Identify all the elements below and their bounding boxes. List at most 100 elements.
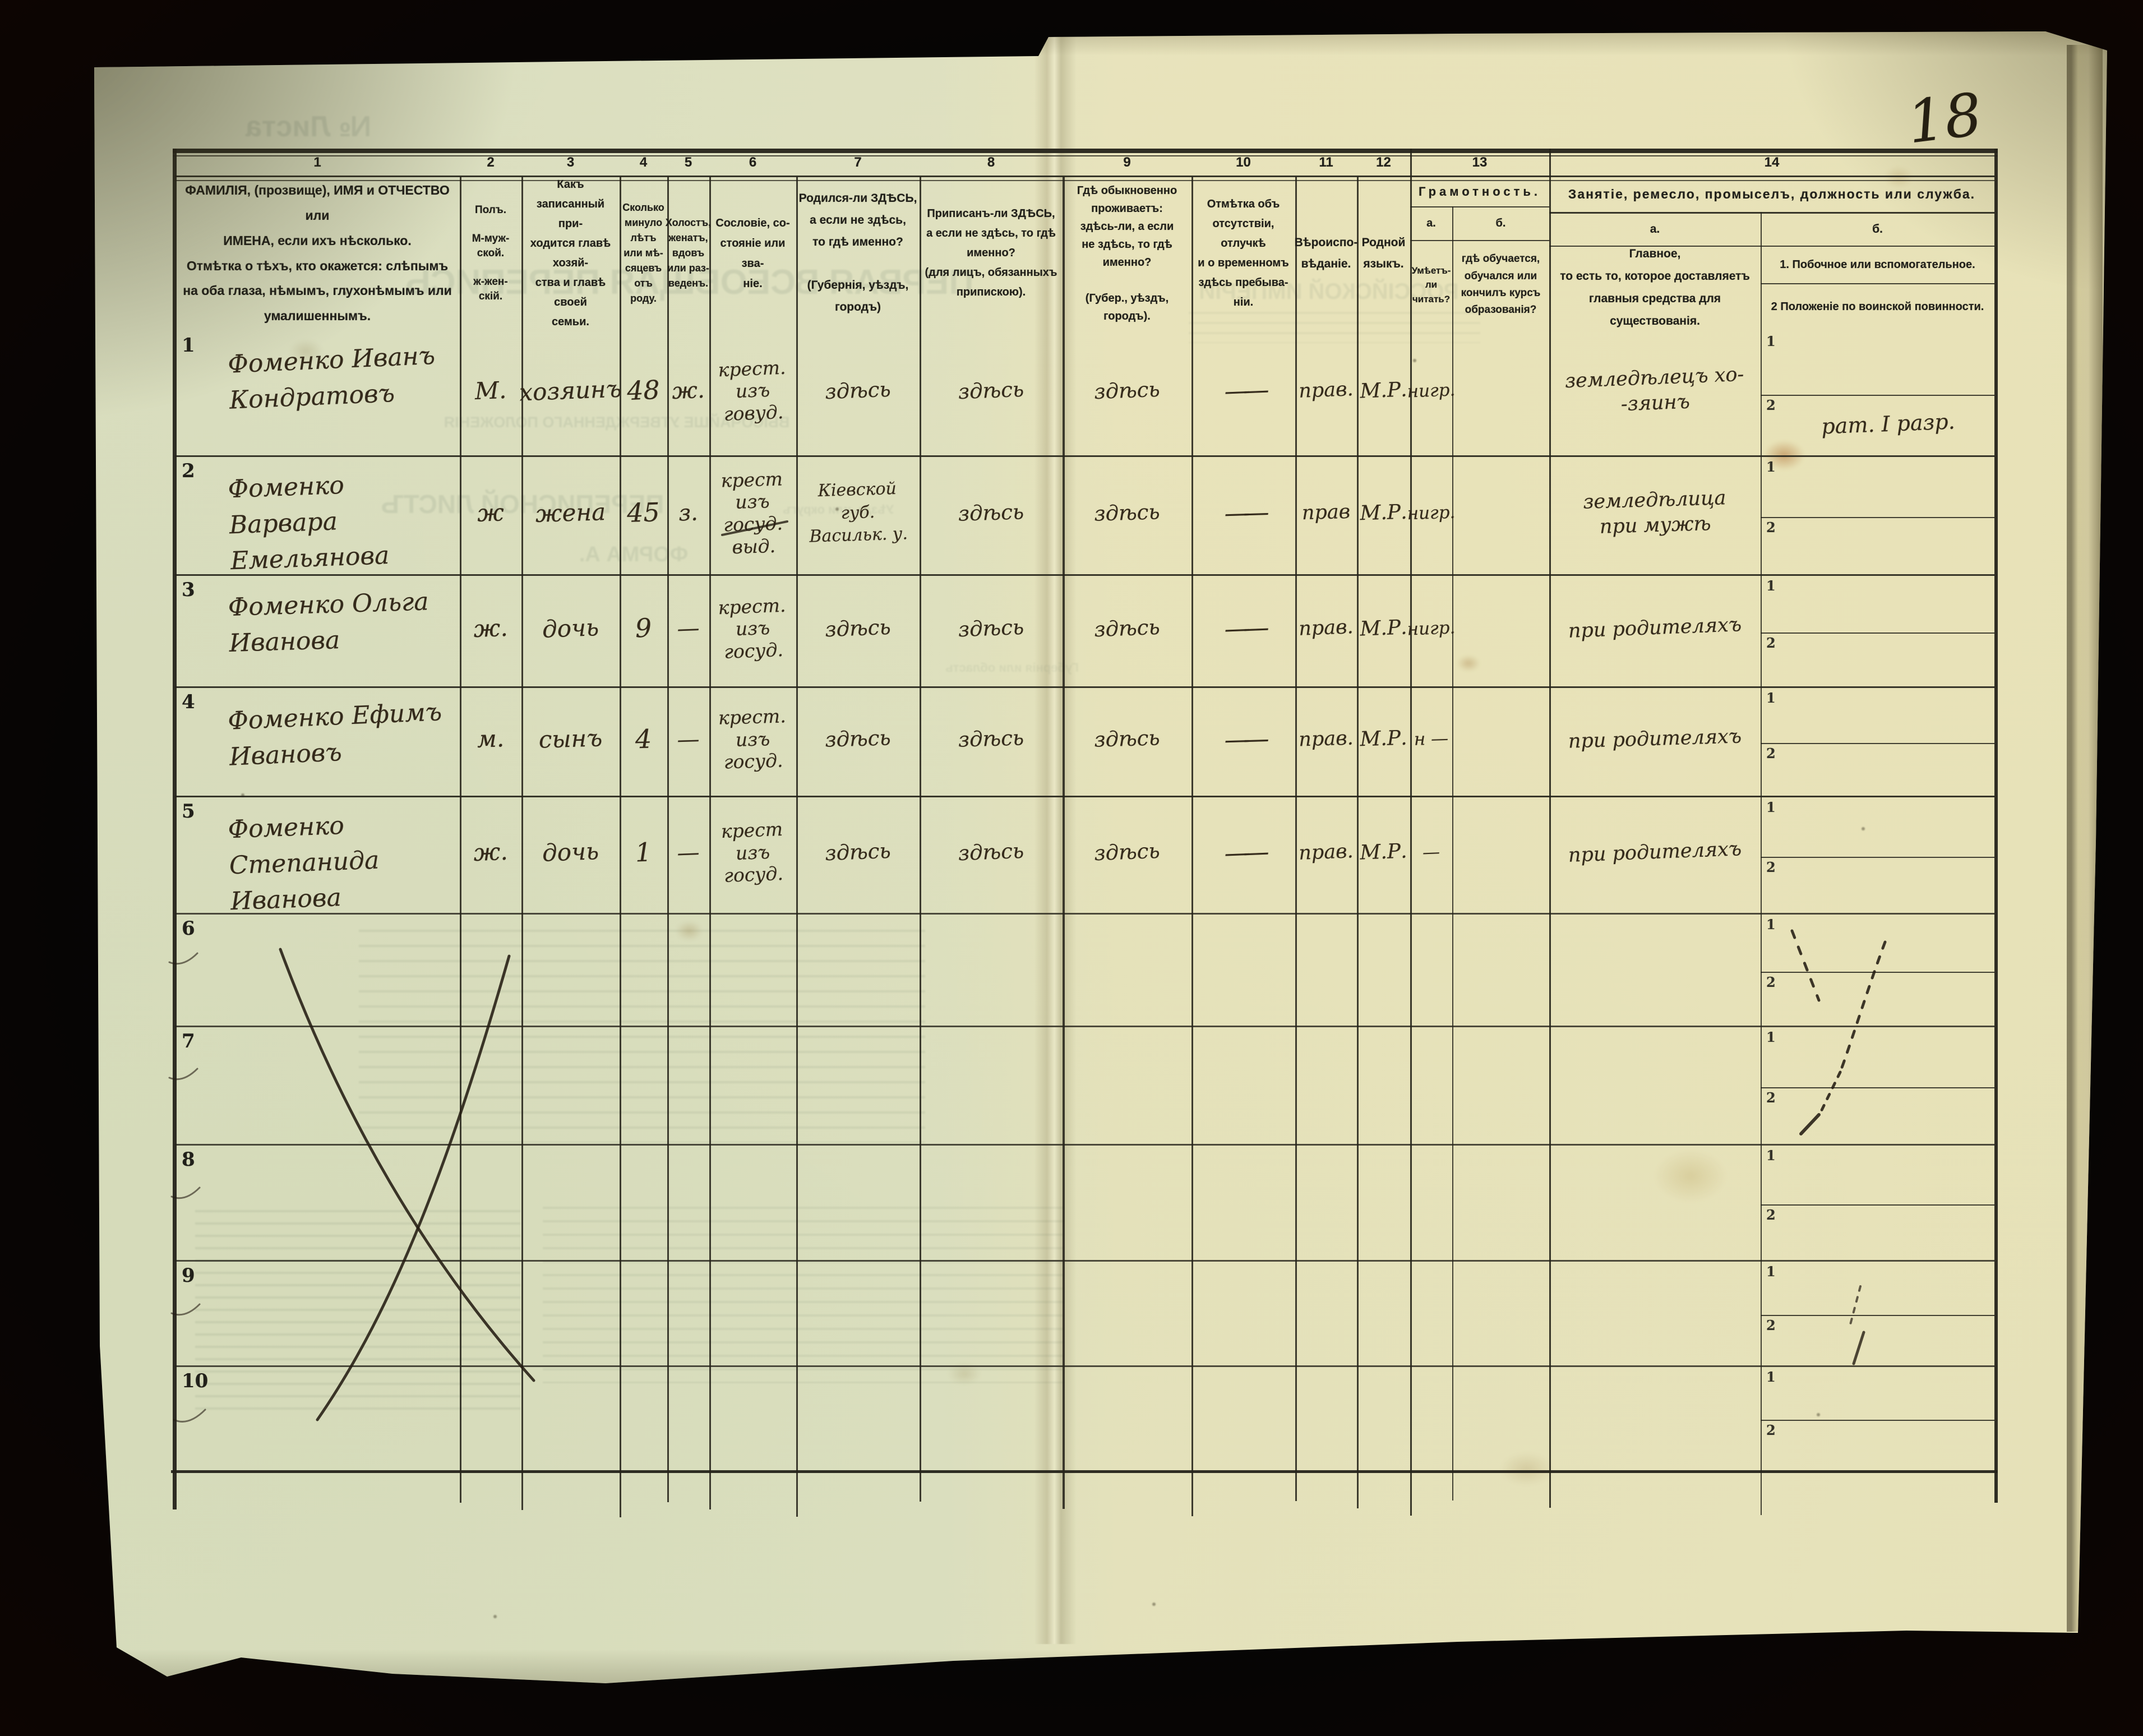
occupation-sub-label: 2 bbox=[1766, 858, 1776, 875]
column-number: 2 bbox=[487, 155, 495, 170]
row-number: 10 bbox=[182, 1370, 209, 1392]
entry-occ-side-2: рат. I разр. bbox=[1821, 409, 1956, 440]
stain bbox=[1654, 1149, 1727, 1203]
entry-literacy: нигр. bbox=[1406, 617, 1456, 640]
occupation-sub-label: 2 bbox=[1766, 1089, 1776, 1106]
row-number: 5 bbox=[182, 800, 195, 823]
header-literacy-b: гдѣ обучается, обучался или кончилъ курс… bbox=[1461, 253, 1541, 316]
entry-literacy: н — bbox=[1414, 728, 1449, 750]
entry-religion: прав. bbox=[1298, 616, 1354, 641]
entry-relation: дочь bbox=[542, 837, 599, 867]
entry-resides: здѣсь bbox=[1093, 615, 1161, 642]
table-rule-horizontal bbox=[1761, 971, 1994, 973]
header-occupation-b-label: б. bbox=[1872, 222, 1883, 236]
entry-sex: м. bbox=[477, 724, 505, 753]
entry-name: Фоменко Варвара Емельянова bbox=[227, 470, 390, 575]
table-rule-horizontal bbox=[175, 686, 1994, 688]
pen-stroke bbox=[1817, 1070, 1842, 1118]
entry-absence: —— bbox=[1223, 612, 1263, 644]
entry-religion: прав. bbox=[1298, 378, 1354, 403]
entry-resides: здѣсь bbox=[1093, 500, 1161, 526]
table-rule-horizontal bbox=[175, 1260, 1994, 1262]
header-c4: Сколько минуло лѣтъ или мѣ- сяцевъ отъ р… bbox=[622, 202, 664, 304]
entry-registered: здѣсь bbox=[958, 615, 1024, 642]
table-rule-vertical bbox=[173, 149, 177, 1509]
header-literacy-title: Грамотность. bbox=[1418, 184, 1541, 198]
entry-age: 4 bbox=[635, 723, 652, 755]
entry-literacy: нигр. bbox=[1406, 380, 1456, 402]
page-edge bbox=[2067, 45, 2103, 1632]
table-rule-horizontal bbox=[1761, 1204, 1994, 1206]
entry-estate: крест. изъ госуд. bbox=[718, 705, 787, 773]
row-number: 1 bbox=[182, 334, 195, 357]
header-occupation-a: Главное, то есть то, которое доставляетъ… bbox=[1560, 247, 1750, 327]
table-rule-vertical bbox=[1994, 149, 1998, 1503]
speck bbox=[493, 1615, 497, 1618]
occupation-sub-label: 1 bbox=[1766, 1029, 1776, 1045]
entry-language: М.Р. bbox=[1359, 839, 1408, 865]
entry-resides: здѣсь bbox=[1093, 726, 1161, 752]
row-number: 7 bbox=[182, 1030, 195, 1052]
entry-resides: здѣсь bbox=[1093, 839, 1161, 866]
entry-born: здѣсь bbox=[824, 726, 892, 752]
occupation-sub-label: 1 bbox=[1766, 1263, 1776, 1280]
header-occupation-a-label: а. bbox=[1650, 222, 1660, 236]
pen-stroke bbox=[1799, 1113, 1821, 1135]
occupation-sub-label: 2 bbox=[1766, 1422, 1776, 1439]
entry-sex: ж bbox=[477, 498, 505, 527]
page-number: 18 bbox=[1904, 80, 1986, 157]
entry-relation: сынъ bbox=[538, 724, 603, 754]
column-number: 7 bbox=[854, 155, 862, 170]
pen-stroke bbox=[1849, 1285, 1862, 1326]
table-rule-horizontal bbox=[175, 913, 1994, 915]
header-c9: Гдѣ обыкновенно проживаетъ: здѣсь-ли, а … bbox=[1077, 184, 1177, 322]
entry-relation: жена bbox=[535, 497, 606, 528]
entry-age: 48 bbox=[626, 374, 661, 407]
occupation-sub-label: 1 bbox=[1766, 799, 1776, 815]
pen-stroke bbox=[279, 948, 535, 1382]
occupation-sub-label: 1 bbox=[1766, 1147, 1776, 1164]
entry-born: Кіевской губ. Васильк. у. bbox=[809, 479, 908, 547]
table-rule-horizontal bbox=[175, 455, 1994, 457]
bleedthrough-text-list_no: № Листа bbox=[245, 110, 372, 143]
header-literacy-a-label: а. bbox=[1426, 217, 1436, 229]
entry-marital: — bbox=[676, 615, 700, 642]
entry-estate: крест изъ госуд. выд. bbox=[721, 468, 783, 558]
stain bbox=[676, 921, 703, 941]
column-number: 5 bbox=[684, 155, 692, 170]
table-rule-vertical bbox=[1761, 212, 1762, 1515]
table-rule-horizontal bbox=[175, 1144, 1994, 1146]
occupation-sub-label: 2 bbox=[1766, 745, 1776, 762]
bleedthrough-paragraph bbox=[359, 930, 925, 1143]
table-rule-horizontal bbox=[175, 1365, 1994, 1367]
column-number: 3 bbox=[566, 155, 575, 170]
stain bbox=[1500, 1452, 1553, 1486]
column-number: 6 bbox=[749, 155, 757, 170]
row-number: 2 bbox=[182, 460, 195, 482]
entry-born: здѣсь bbox=[824, 839, 892, 866]
header-occupation-title: Занятіе, ремесло, промыселъ, должность и… bbox=[1568, 187, 1976, 201]
occupation-sub-label: 1 bbox=[1766, 690, 1776, 706]
occupation-sub-label: 1 bbox=[1766, 333, 1776, 349]
table-rule-horizontal bbox=[1761, 743, 1994, 745]
entry-occ_main: при родителяхъ bbox=[1568, 613, 1742, 643]
entry-religion: прав bbox=[1301, 500, 1351, 525]
table-rule-horizontal bbox=[1761, 856, 1994, 858]
entry-registered: здѣсь bbox=[958, 377, 1024, 404]
stain bbox=[1457, 655, 1480, 672]
row-number: 4 bbox=[182, 691, 195, 713]
entry-relation: дочь bbox=[542, 613, 599, 643]
header-literacy-a: Умѣетъ- ли читать? bbox=[1411, 265, 1451, 304]
header-c1: ФАМИЛІЯ, (прозвище), ИМЯ и ОТЧЕСТВО или … bbox=[183, 182, 452, 324]
entry-sex: М. bbox=[474, 376, 507, 405]
occupation-sub-label: 1 bbox=[1766, 578, 1776, 594]
occupation-sub-label: 2 bbox=[1766, 1206, 1776, 1223]
entry-sex: ж. bbox=[473, 613, 509, 643]
bleedthrough-paragraph bbox=[195, 1210, 520, 1416]
header-c5: Холостъ, женатъ, вдовъ или раз- веденъ. bbox=[665, 217, 712, 289]
header-c3: Какъ записанный при- ходится главѣ хозяй… bbox=[530, 178, 611, 328]
table-rule-horizontal bbox=[171, 1470, 1998, 1473]
entry-relation: хозяинъ bbox=[519, 375, 622, 407]
